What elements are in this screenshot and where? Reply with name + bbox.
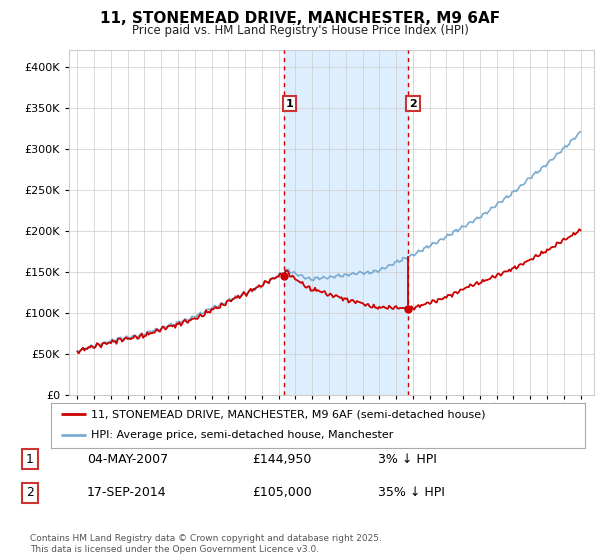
Text: 11, STONEMEAD DRIVE, MANCHESTER, M9 6AF: 11, STONEMEAD DRIVE, MANCHESTER, M9 6AF bbox=[100, 11, 500, 26]
Text: 1: 1 bbox=[26, 452, 34, 466]
Text: 04-MAY-2007: 04-MAY-2007 bbox=[87, 452, 168, 466]
Text: Contains HM Land Registry data © Crown copyright and database right 2025.
This d: Contains HM Land Registry data © Crown c… bbox=[30, 534, 382, 554]
Text: 2: 2 bbox=[409, 99, 417, 109]
Text: £144,950: £144,950 bbox=[252, 452, 311, 466]
Text: £105,000: £105,000 bbox=[252, 486, 312, 500]
Text: 2: 2 bbox=[26, 486, 34, 500]
Text: 11, STONEMEAD DRIVE, MANCHESTER, M9 6AF (semi-detached house): 11, STONEMEAD DRIVE, MANCHESTER, M9 6AF … bbox=[91, 409, 485, 419]
Text: 3% ↓ HPI: 3% ↓ HPI bbox=[378, 452, 437, 466]
Bar bbox=[284, 50, 408, 395]
Text: 35% ↓ HPI: 35% ↓ HPI bbox=[378, 486, 445, 500]
Text: HPI: Average price, semi-detached house, Manchester: HPI: Average price, semi-detached house,… bbox=[91, 431, 394, 441]
Text: 1: 1 bbox=[286, 99, 293, 109]
Text: Price paid vs. HM Land Registry's House Price Index (HPI): Price paid vs. HM Land Registry's House … bbox=[131, 24, 469, 36]
Text: 17-SEP-2014: 17-SEP-2014 bbox=[87, 486, 167, 500]
